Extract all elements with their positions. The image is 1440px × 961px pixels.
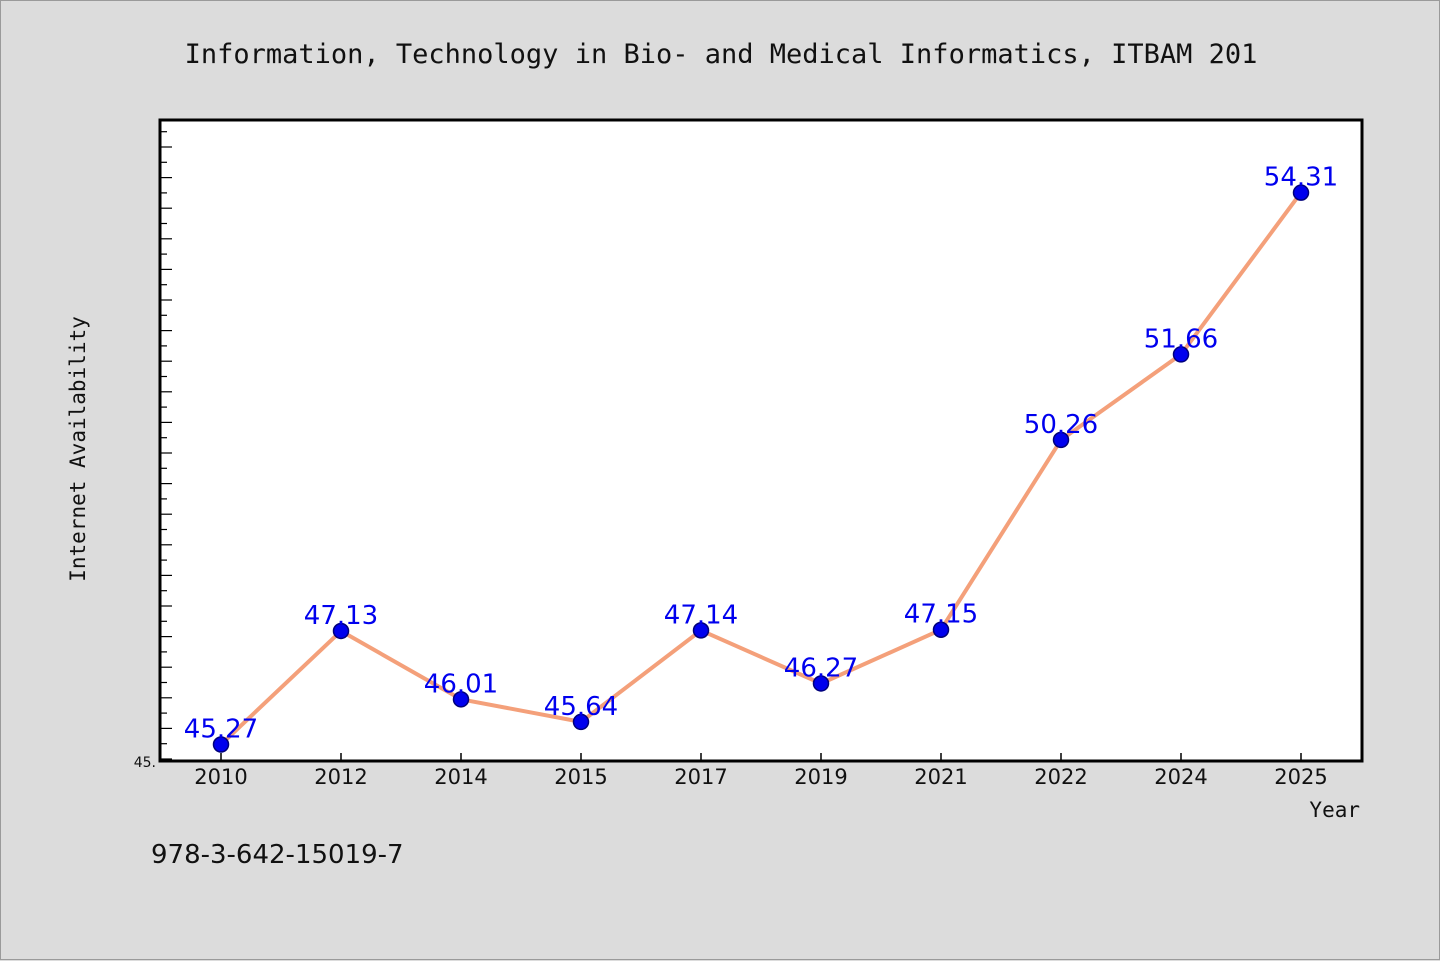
data-labels: 45.27 47.13 46.01 45.64 47.14 46.27 47.15 50.26… [184,163,1338,745]
chart-title: Information, Technology in Bio- and Medi… [185,39,1258,70]
series-line [219,190,1303,747]
x-tick-label: 2019 [794,765,847,789]
y-axis-min-label: 45. [134,755,156,771]
data-point [452,691,470,708]
x-axis-ticks: 2010 2012 2014 2015 2017 2019 2021 2022 2024 2025 [194,753,1328,789]
data-point [1292,184,1310,201]
data-point [812,675,830,692]
data-point [572,713,590,731]
data-label: 46.01 [424,669,498,699]
x-axis-label: Year [1309,798,1360,822]
data-point [1172,346,1190,363]
data-label: 50.26 [1024,410,1098,440]
x-tick-label: 2014 [434,765,487,789]
plot-area [158,118,1364,763]
data-label: 47.14 [664,600,738,630]
x-tick-label: 2021 [914,765,967,789]
x-tick-label: 2010 [194,765,247,789]
x-tick-label: 2017 [674,765,727,789]
x-tick-label: 2022 [1034,765,1087,789]
x-tick-label: 2024 [1154,765,1207,789]
data-point [932,621,950,638]
data-label: 45.27 [184,715,258,745]
y-axis-label: Internet Availability [66,316,90,582]
x-tick-label: 2012 [314,765,367,789]
data-point [212,736,230,753]
y-axis-ticks [160,131,172,760]
x-tick-label: 2015 [554,765,607,789]
data-label: 47.15 [904,600,978,630]
isbn-footer: 978-3-642-15019-7 [151,840,404,870]
data-point [332,622,350,640]
data-label: 46.27 [784,653,858,683]
data-point [692,622,710,639]
data-markers [212,184,1310,753]
series-line-group [219,190,1303,747]
data-point [1052,431,1070,449]
data-label: 47.13 [304,601,378,631]
data-label: 51.66 [1144,324,1218,354]
data-label: 54.31 [1264,163,1338,193]
x-tick-label: 2025 [1274,765,1327,789]
data-label: 45.64 [544,692,618,722]
